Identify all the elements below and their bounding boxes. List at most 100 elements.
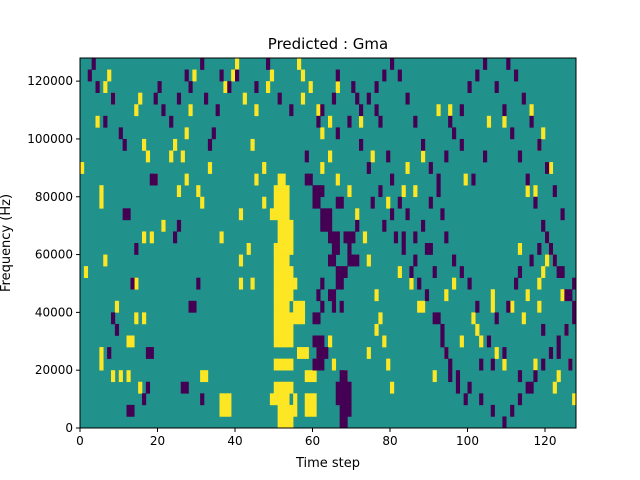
heatmap-cell-high — [285, 254, 290, 267]
heatmap-cell-low — [324, 347, 329, 359]
heatmap-cell-high — [285, 231, 290, 244]
heatmap-cell-low — [428, 196, 433, 209]
heatmap-cell-high — [254, 104, 259, 117]
heatmap-cell-low — [436, 185, 441, 198]
heatmap-cell-low — [215, 104, 220, 117]
heatmap-cell-low — [374, 104, 379, 117]
heatmap-cell-high — [300, 300, 306, 313]
heatmap-cell-high — [145, 150, 151, 163]
heatmap-cell-high — [304, 370, 309, 383]
heatmap-cell-low — [335, 127, 340, 140]
heatmap-cell-high — [169, 150, 174, 163]
heatmap-cell-high — [347, 185, 352, 198]
heatmap-cell-low — [312, 196, 317, 209]
heatmap-cell-low — [529, 115, 534, 128]
heatmap-cell-low — [227, 81, 232, 93]
heatmap-cell-low — [525, 381, 530, 394]
heatmap-cell-low — [537, 243, 542, 255]
heatmap-cell-low — [328, 231, 333, 244]
heatmap-cell-low — [397, 69, 402, 82]
heatmap-cell-high — [277, 381, 282, 394]
heatmap-cell-high — [281, 335, 286, 348]
heatmap-cell-high — [281, 312, 286, 325]
heatmap-cell-high — [281, 173, 286, 186]
heatmap-cell-high — [184, 173, 189, 186]
heatmap-cell-high — [269, 69, 275, 82]
heatmap-cell-high — [277, 185, 282, 198]
heatmap-cell-low — [343, 404, 348, 417]
heatmap-cell-high — [281, 185, 286, 198]
heatmap-cell-high — [382, 335, 387, 348]
heatmap-cell-high — [196, 185, 201, 198]
heatmap-cell-low — [153, 173, 158, 186]
heatmap-cell-high — [95, 115, 100, 128]
heatmap-cell-low — [335, 231, 340, 244]
heatmap-cell-high — [328, 150, 333, 163]
heatmap-cell-high — [277, 254, 282, 267]
heatmap-cell-low — [331, 254, 337, 267]
heatmap-cell-high — [328, 115, 333, 128]
heatmap-cell-low — [378, 115, 383, 128]
heatmap-cell-high — [266, 81, 271, 93]
heatmap-cell-high — [134, 277, 139, 290]
heatmap-cell-high — [111, 370, 116, 383]
x-tick-label: 0 — [76, 434, 84, 448]
heatmap-cell-high — [300, 92, 306, 105]
heatmap-cell-low — [545, 231, 550, 244]
heatmap-cell-low — [176, 92, 182, 105]
heatmap-cell-low — [347, 231, 352, 244]
heatmap-cell-high — [304, 347, 309, 359]
heatmap-cell-high — [316, 104, 321, 117]
heatmap-cell-low — [351, 231, 356, 244]
heatmap-cell-low — [390, 208, 395, 221]
heatmap-cell-low — [316, 347, 321, 359]
heatmap-cell-high — [459, 335, 464, 348]
heatmap-cell-high — [281, 381, 286, 394]
heatmap-cell-low — [545, 162, 550, 174]
heatmap-cell-high — [293, 404, 298, 417]
heatmap-cell-low — [347, 243, 352, 255]
heatmap-cell-high — [289, 358, 294, 371]
x-axis: 0 20 40 60 80 100 120 — [76, 428, 556, 448]
heatmap-cell-low — [541, 323, 546, 336]
heatmap-cell-low — [572, 300, 577, 313]
heatmap-cell-high — [328, 335, 333, 348]
heatmap-cell-high — [289, 231, 294, 244]
heatmap-cell-low — [122, 138, 127, 151]
heatmap-cell-low — [312, 312, 317, 325]
heatmap-cell-low — [126, 208, 131, 221]
heatmap-cell-low — [479, 358, 484, 371]
heatmap-cell-low — [149, 347, 154, 359]
heatmap-cell-high — [281, 243, 286, 255]
heatmap-cell-low — [347, 254, 352, 267]
heatmap-cell-low — [533, 196, 538, 209]
heatmap-cell-high — [289, 312, 294, 325]
heatmap-cell-low — [529, 381, 534, 394]
heatmap-cell-low — [366, 162, 371, 174]
heatmap-cell-low — [157, 81, 162, 93]
heatmap-cell-low — [254, 81, 259, 93]
heatmap-cell-high — [297, 312, 302, 325]
heatmap-cell-low — [510, 127, 515, 140]
heatmap-cell-low — [134, 243, 139, 255]
heatmap-cell-low — [564, 289, 569, 302]
heatmap-cell-low — [91, 58, 96, 70]
heatmap-cell-high — [397, 266, 402, 278]
heatmap-cell-high — [293, 277, 298, 290]
heatmap-cell-low — [266, 58, 271, 70]
heatmap-cell-low — [483, 150, 488, 163]
heatmap-cell-low — [316, 289, 321, 302]
heatmap-cell-low — [393, 231, 399, 244]
heatmap-cell-high — [281, 289, 286, 302]
heatmap-cell-low — [455, 370, 461, 383]
x-tick-label: 100 — [456, 434, 479, 448]
heatmap-cell-high — [537, 277, 542, 290]
heatmap-cell-low — [355, 254, 360, 267]
heatmap-cell-low — [506, 300, 511, 313]
heatmap-cell-high — [99, 358, 104, 371]
heatmap-cell-low — [568, 289, 573, 302]
heatmap-cell-high — [231, 69, 236, 82]
heatmap-cell-low — [331, 231, 337, 244]
heatmap-cell-high — [273, 196, 278, 209]
heatmap-cell-high — [490, 289, 495, 302]
